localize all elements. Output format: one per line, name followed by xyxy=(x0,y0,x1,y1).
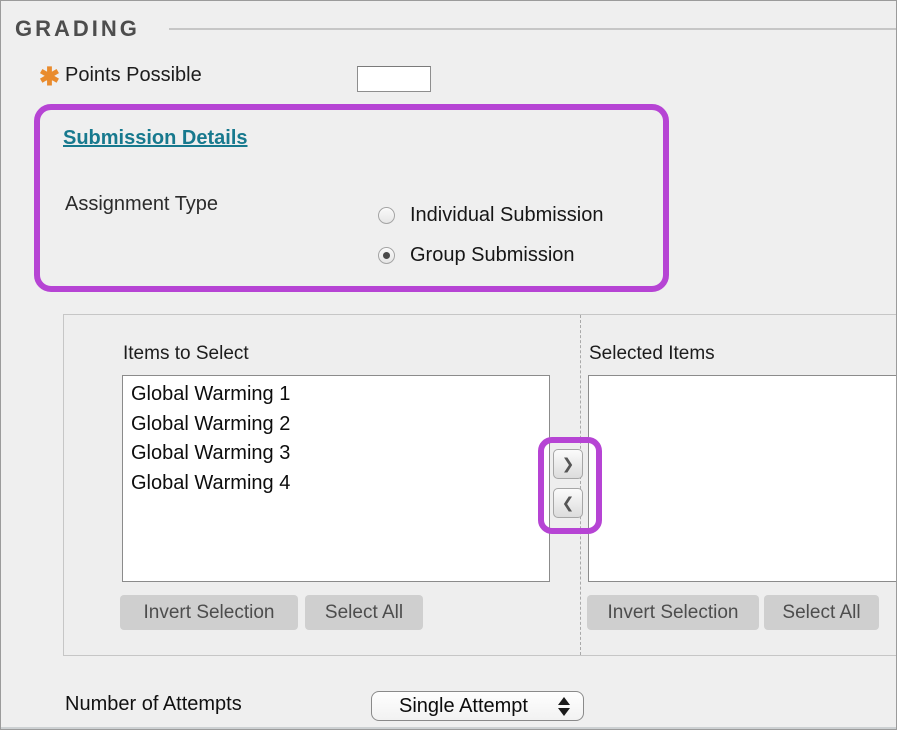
radio-group-icon[interactable] xyxy=(378,247,395,264)
number-of-attempts-value: Single Attempt xyxy=(399,694,528,717)
move-left-button[interactable]: ❮ xyxy=(553,488,583,518)
chevron-left-icon: ❮ xyxy=(561,494,575,512)
submission-details-link[interactable]: Submission Details xyxy=(63,127,248,149)
selected-select-all-button[interactable]: Select All xyxy=(764,595,879,630)
radio-individual-label: Individual Submission xyxy=(410,204,604,226)
select-updown-icon xyxy=(551,696,577,716)
radio-option-individual-submission[interactable]: Individual Submission xyxy=(378,204,603,227)
selected-items-listbox[interactable] xyxy=(588,375,896,582)
items-to-select-label: Items to Select xyxy=(123,343,249,364)
number-of-attempts-label: Number of Attempts xyxy=(65,693,242,715)
points-possible-label: Points Possible xyxy=(65,64,202,86)
section-title-grading: GRADING xyxy=(15,16,140,41)
chevron-right-icon: ❯ xyxy=(561,455,575,473)
items-invert-selection-button[interactable]: Invert Selection xyxy=(120,595,298,630)
radio-option-group-submission[interactable]: Group Submission xyxy=(378,244,575,267)
selected-invert-selection-button[interactable]: Invert Selection xyxy=(587,595,759,630)
points-possible-input[interactable] xyxy=(357,66,431,92)
section-divider xyxy=(169,28,896,30)
assignment-type-label: Assignment Type xyxy=(65,193,219,215)
radio-individual-icon[interactable] xyxy=(378,207,395,224)
items-to-select-listbox[interactable]: Global Warming 1 Global Warming 2 Global… xyxy=(122,375,550,582)
list-item[interactable]: Global Warming 2 xyxy=(131,412,291,435)
radio-group-label: Group Submission xyxy=(410,244,575,266)
bottom-divider xyxy=(1,727,896,729)
list-item[interactable]: Global Warming 4 xyxy=(131,471,291,494)
selected-items-label: Selected Items xyxy=(589,343,715,364)
list-item[interactable]: Global Warming 3 xyxy=(131,442,291,464)
items-select-all-button[interactable]: Select All xyxy=(305,595,423,630)
column-divider xyxy=(580,315,581,655)
required-asterisk-icon: ✱ xyxy=(39,63,60,91)
list-item[interactable]: Global Warming 1 xyxy=(131,383,291,405)
group-picker-panel: Items to Select Selected Items Global Wa… xyxy=(63,314,896,656)
number-of-attempts-select[interactable]: Single Attempt xyxy=(371,691,584,721)
move-right-button[interactable]: ❯ xyxy=(553,449,583,479)
